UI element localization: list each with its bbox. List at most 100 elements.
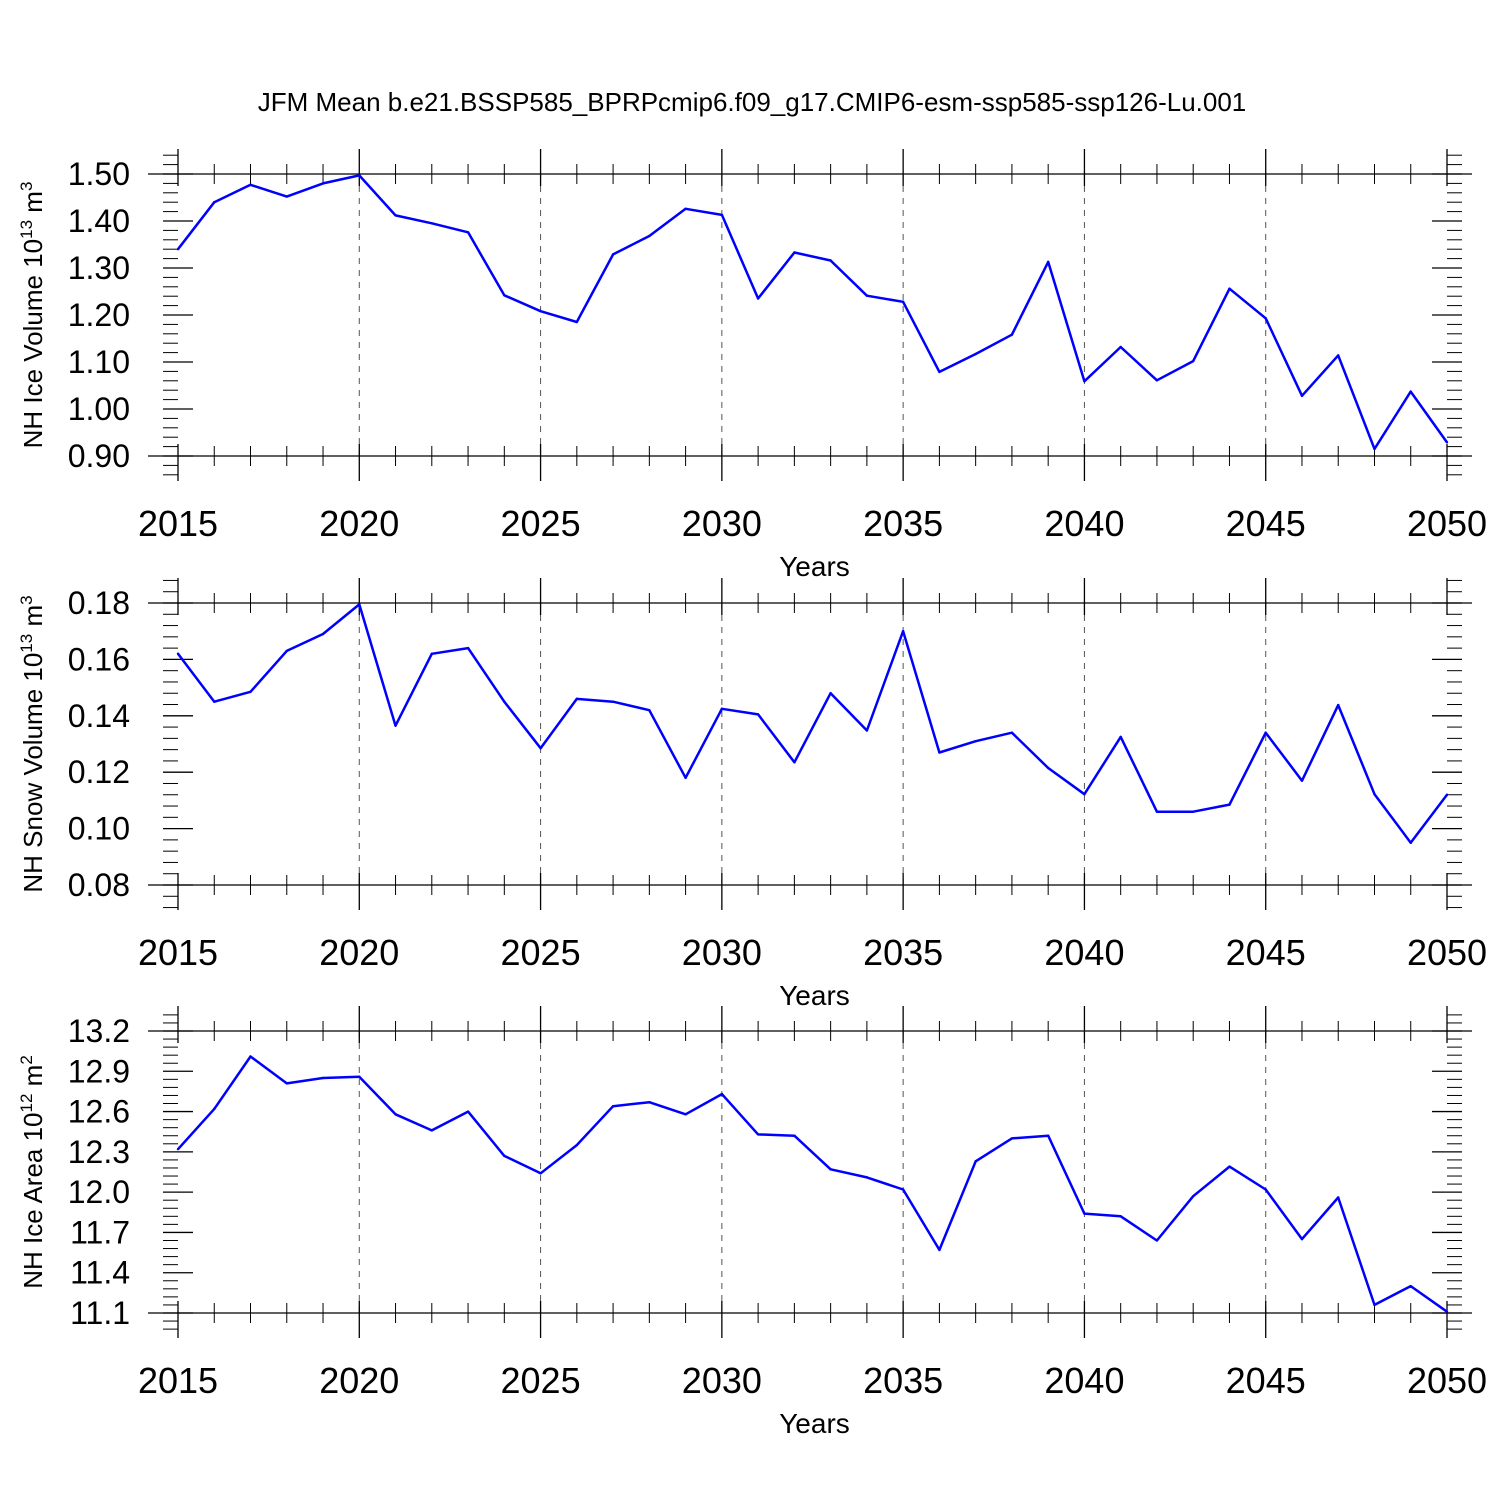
- data-point: [1373, 1303, 1376, 1307]
- x-tick-label: 2020: [319, 503, 399, 544]
- y-tick-label: 11.1: [70, 1295, 130, 1331]
- x-tick-label: 2050: [1407, 1360, 1487, 1401]
- series-line: [177, 174, 1449, 451]
- data-point: [1083, 792, 1086, 796]
- x-tick-label: 2020: [319, 1360, 399, 1401]
- data-point: [1228, 1165, 1231, 1168]
- data-point: [1373, 447, 1376, 451]
- x-tick-label: 2030: [682, 932, 762, 973]
- x-tick-label: 2045: [1226, 503, 1306, 544]
- y-tick-label: 1.20: [68, 297, 130, 333]
- data-point: [684, 1113, 687, 1116]
- data-point: [394, 724, 397, 727]
- data-point: [1337, 1196, 1340, 1199]
- data-point: [720, 1092, 724, 1096]
- x-tick-label: 2025: [501, 1360, 581, 1401]
- data-point: [358, 1075, 361, 1078]
- data-point: [430, 1129, 433, 1132]
- data-point: [865, 294, 869, 297]
- data-point: [213, 700, 216, 703]
- x-tick-label: 2040: [1044, 1360, 1124, 1401]
- data-point: [684, 207, 687, 210]
- x-tick-label: 2045: [1226, 1360, 1306, 1401]
- data-point: [1083, 1212, 1086, 1215]
- data-point: [503, 1154, 506, 1158]
- y-tick-label: 1.40: [68, 203, 130, 239]
- x-axis-label: Years: [779, 980, 850, 1011]
- data-point: [648, 708, 651, 712]
- data-point: [720, 213, 724, 217]
- y-tick-label: 12.9: [68, 1053, 130, 1089]
- y-tick-label: 13.2: [68, 1013, 130, 1049]
- chart-panel-1: 0.90 1.00 1.10 1.20 1.30 1.40 1.50 2015 2020 2025…: [17, 149, 1487, 582]
- data-point: [938, 751, 941, 754]
- chart-panel-3: 11.1 11.4 11.7 12.0 12.3 12.6 12.9 13.2 2015 2020…: [17, 1006, 1487, 1439]
- x-tick-label: 2035: [863, 932, 943, 973]
- x-tick-label: 2030: [682, 1360, 762, 1401]
- data-point: [1409, 1284, 1412, 1288]
- data-point: [358, 174, 361, 177]
- x-axis-label: Years: [779, 1408, 850, 1439]
- data-point: [901, 1188, 905, 1191]
- x-tick-label: 2040: [1044, 503, 1124, 544]
- data-point: [539, 747, 542, 750]
- data-point: [829, 692, 832, 695]
- series-line: [177, 1055, 1448, 1313]
- data-point: [575, 697, 579, 701]
- x-axis-label: Years: [779, 551, 850, 582]
- data-point: [213, 1107, 216, 1111]
- data-point: [539, 1172, 542, 1175]
- data-point: [1155, 379, 1159, 382]
- data-point: [466, 231, 470, 234]
- data-point: [974, 1160, 977, 1163]
- data-point: [321, 1076, 325, 1080]
- data-point: [865, 1176, 869, 1179]
- data-point: [1264, 731, 1267, 734]
- data-point: [1010, 731, 1014, 734]
- data-point: [575, 1143, 579, 1147]
- data-point: [793, 1134, 796, 1137]
- y-tick-label: 12.6: [68, 1094, 130, 1130]
- data-point: [865, 729, 869, 732]
- data-point: [1046, 260, 1050, 264]
- data-point: [1373, 792, 1376, 796]
- x-tick-label: 2020: [319, 932, 399, 973]
- data-point: [430, 222, 433, 225]
- y-tick-label: 0.18: [68, 585, 130, 621]
- data-point: [1192, 810, 1195, 813]
- data-point: [394, 1113, 397, 1116]
- data-point: [901, 300, 905, 304]
- x-tick-label: 2035: [863, 1360, 943, 1401]
- data-point: [285, 1082, 288, 1085]
- x-tick-label: 2030: [682, 503, 762, 544]
- data-point: [756, 297, 760, 300]
- data-point: [611, 1105, 615, 1108]
- data-point: [321, 632, 325, 636]
- data-point: [1300, 1237, 1304, 1241]
- data-point: [793, 761, 796, 764]
- data-point: [974, 352, 977, 356]
- y-tick-label: 0.08: [68, 867, 130, 903]
- data-point: [1445, 441, 1449, 444]
- data-point: [575, 320, 579, 324]
- y-tick-label: 0.90: [68, 438, 130, 474]
- data-point: [1155, 1239, 1159, 1242]
- data-point: [249, 1055, 252, 1058]
- x-tick-label: 2050: [1407, 932, 1487, 973]
- data-point: [1445, 793, 1449, 796]
- data-point: [249, 183, 252, 187]
- data-point: [1409, 841, 1412, 844]
- data-point: [1409, 390, 1412, 393]
- figure-title: JFM Mean b.e21.BSSP585_BPRPcmip6.f09_g17…: [258, 87, 1247, 117]
- data-point: [611, 700, 615, 703]
- data-point: [466, 1110, 470, 1113]
- data-point: [611, 253, 615, 256]
- y-tick-label: 0.16: [68, 641, 130, 677]
- data-point: [358, 603, 361, 606]
- data-point: [1337, 703, 1340, 707]
- panels: 0.90 1.00 1.10 1.20 1.30 1.40 1.50 2015 2020 2025…: [17, 149, 1487, 1439]
- data-point: [1046, 766, 1050, 770]
- data-point: [1119, 1215, 1122, 1218]
- data-point: [793, 251, 796, 254]
- data-point: [321, 182, 325, 185]
